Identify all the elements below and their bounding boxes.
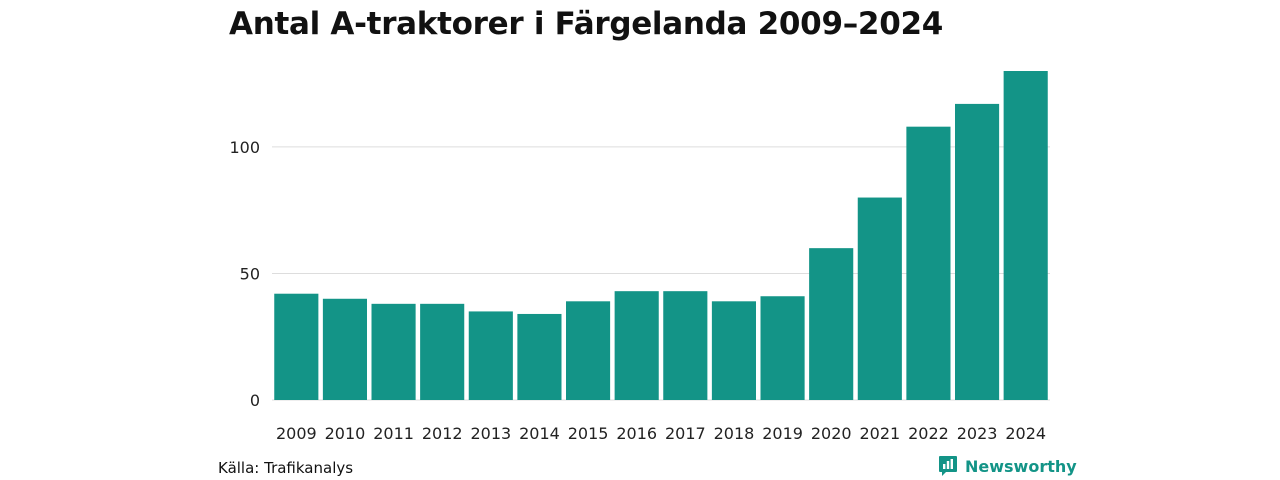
y-axis-ticks: 0 50 100 <box>229 138 260 410</box>
x-tick-label: 2024 <box>1005 424 1046 443</box>
bar-2017 <box>663 291 708 400</box>
x-tick-label: 2017 <box>665 424 706 443</box>
x-tick-label: 2022 <box>908 424 949 443</box>
x-axis-ticks: 2009 2010 2011 2012 2013 2014 2015 2016 2017 2018… <box>276 424 1046 443</box>
x-tick-label: 2020 <box>811 424 852 443</box>
x-tick-label: 2016 <box>616 424 657 443</box>
x-tick-label: 2019 <box>762 424 803 443</box>
bar-2010 <box>322 298 367 400</box>
bar-2020 <box>809 248 854 400</box>
bar-2012 <box>420 303 465 400</box>
y-tick-label: 50 <box>240 264 260 283</box>
x-tick-label: 2023 <box>957 424 998 443</box>
x-tick-label: 2021 <box>859 424 900 443</box>
brand-name: Newsworthy <box>965 456 1077 476</box>
bar-2018 <box>711 301 756 400</box>
bar-chart-speech-bubble-icon <box>939 456 957 476</box>
y-tick-label: 100 <box>229 138 260 157</box>
source-note: Källa: Trafikanalys <box>218 459 354 477</box>
brand-logo: Newsworthy <box>938 455 1077 477</box>
bar-2014 <box>517 313 562 400</box>
bar-2013 <box>468 311 513 400</box>
bar-2023 <box>955 103 1000 401</box>
bar-2016 <box>614 291 659 400</box>
x-tick-label: 2018 <box>714 424 755 443</box>
bars <box>274 71 1048 401</box>
x-tick-label: 2014 <box>519 424 560 443</box>
x-tick-label: 2009 <box>276 424 317 443</box>
x-tick-label: 2011 <box>373 424 414 443</box>
bar-2021 <box>857 197 902 400</box>
bar-2022 <box>906 126 951 400</box>
bar-2024 <box>1003 71 1048 400</box>
bar-2019 <box>760 296 805 400</box>
y-tick-label: 0 <box>250 391 260 410</box>
x-tick-label: 2013 <box>470 424 511 443</box>
x-tick-label: 2012 <box>422 424 463 443</box>
bar-2009 <box>274 293 319 400</box>
x-tick-label: 2010 <box>325 424 366 443</box>
chart-title: Antal A-traktorer i Färgelanda 2009–2024 <box>229 6 944 42</box>
bar-2015 <box>566 301 611 400</box>
x-tick-label: 2015 <box>568 424 609 443</box>
bar-2011 <box>371 303 416 400</box>
